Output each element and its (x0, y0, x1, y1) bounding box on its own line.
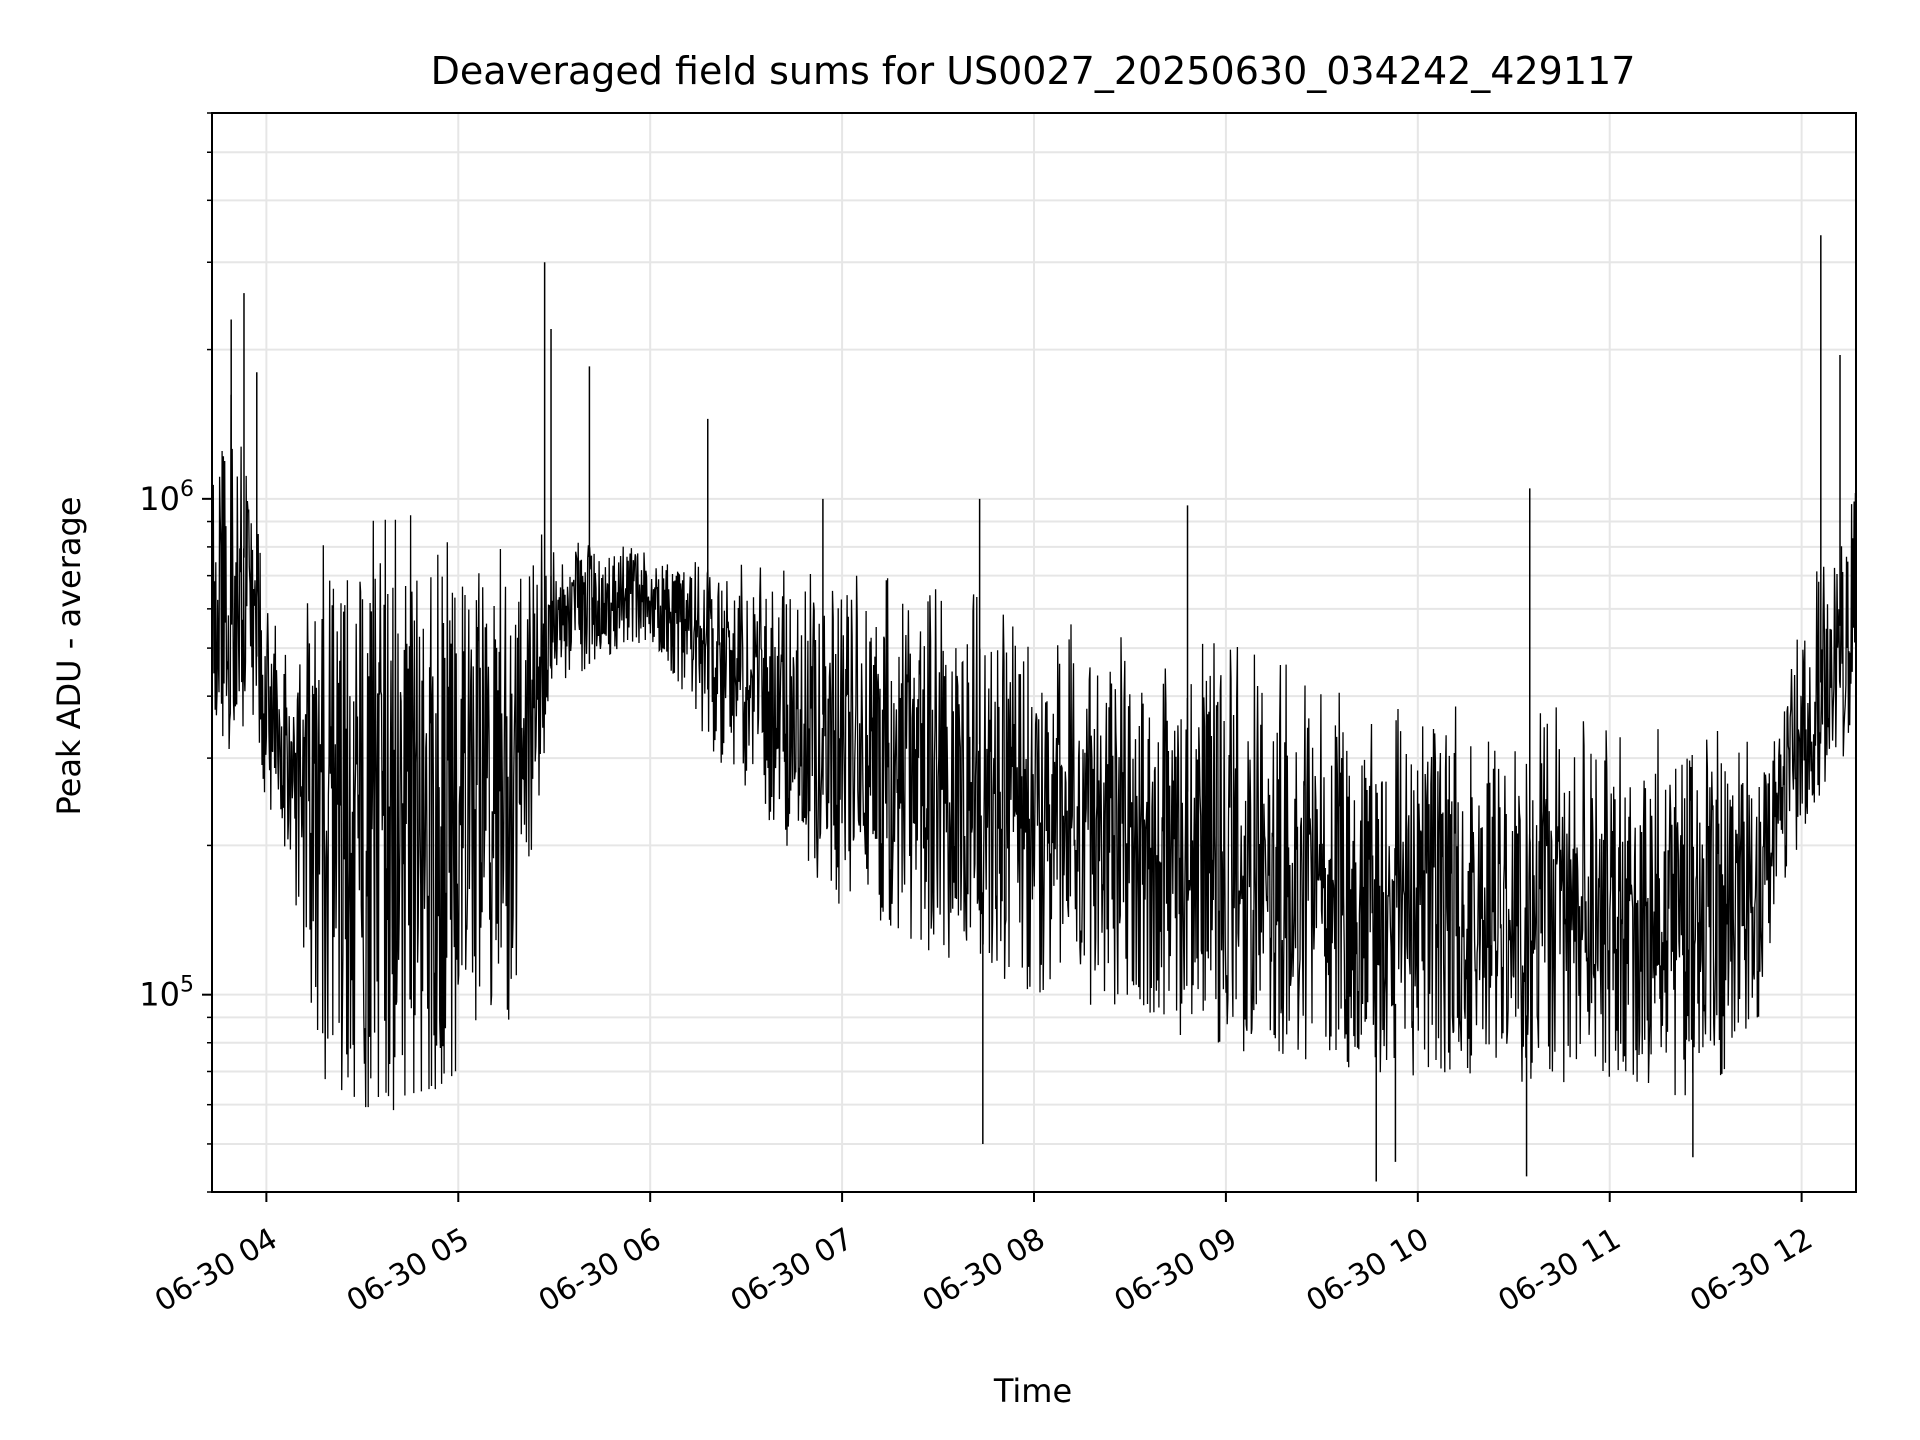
y-tick-exponent: 6 (180, 477, 194, 502)
x-axis-label: Time (993, 1372, 1072, 1410)
data-layer (211, 235, 1857, 1182)
y-tick-base: 10 (139, 976, 180, 1014)
y-tick-label: 105 (139, 973, 194, 1014)
y-tick-exponent: 5 (180, 973, 194, 998)
y-tick-base: 10 (139, 480, 180, 518)
y-tick-label: 106 (139, 477, 194, 518)
chart-title: Deaveraged field sums for US0027_2025063… (431, 49, 1636, 93)
series-line (211, 394, 1857, 1111)
y-axis-label: Peak ADU - average (50, 497, 88, 816)
